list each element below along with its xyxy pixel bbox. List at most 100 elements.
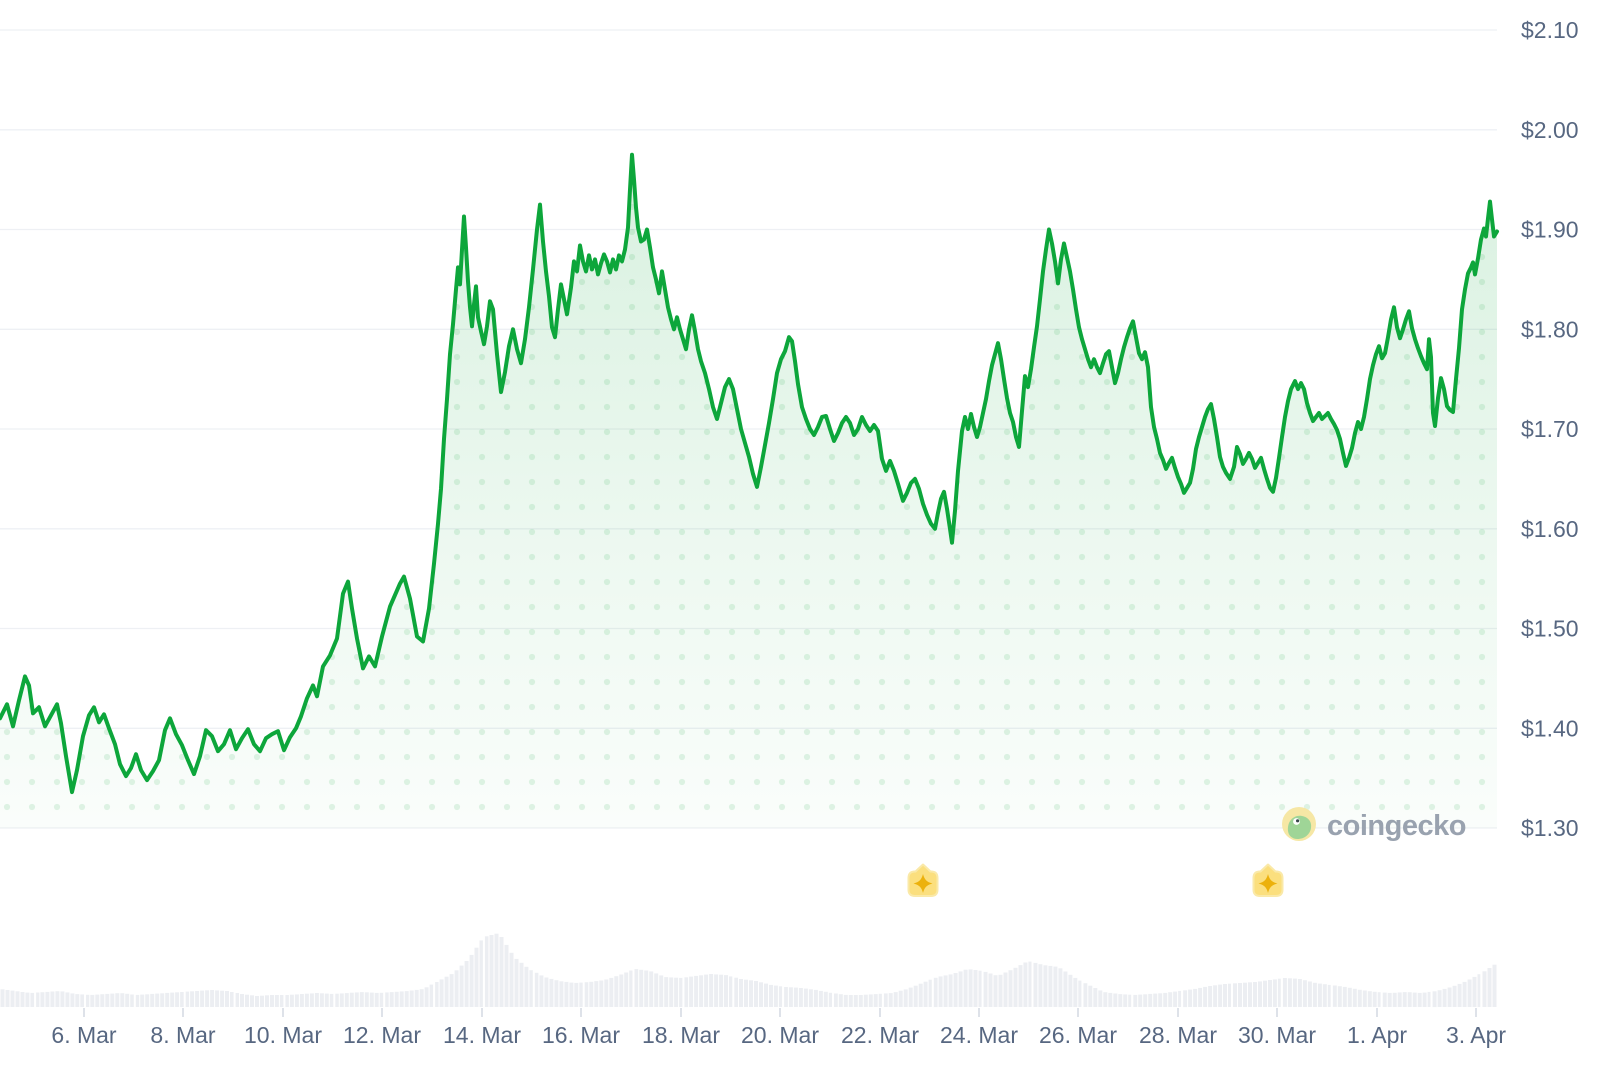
- price-line: [0, 152, 1499, 795]
- volume-bar: [1352, 988, 1357, 1007]
- volume-bar: [1178, 990, 1183, 1007]
- volume-day-separator: [333, 922, 336, 1007]
- volume-bar: [609, 977, 614, 1007]
- volume-bar: [1407, 992, 1412, 1007]
- volume-bar: [674, 977, 679, 1007]
- volume-bar: [624, 972, 629, 1007]
- volume-bar: [1457, 983, 1462, 1007]
- volume-bar: [329, 993, 334, 1007]
- volume-bar: [769, 984, 773, 1007]
- sparkle-badge-icon[interactable]: [1249, 862, 1287, 900]
- volume-bar: [1053, 966, 1058, 1007]
- volume-bar: [1148, 993, 1153, 1007]
- volume-day-separator: [84, 922, 86, 1007]
- volume-bar: [1292, 978, 1297, 1007]
- volume-bar: [260, 995, 264, 1007]
- volume-bar: [304, 993, 309, 1007]
- volume-bar: [105, 993, 110, 1007]
- volume-bar: [90, 994, 95, 1007]
- volume-bar: [1228, 983, 1232, 1007]
- volume-day-separator: [1430, 922, 1433, 1007]
- volume-bar: [1282, 978, 1287, 1007]
- volume-bar: [933, 977, 938, 1008]
- volume-day-separator: [1231, 922, 1233, 1007]
- volume-bar: [734, 977, 738, 1007]
- volume-day-separator: [133, 922, 136, 1007]
- volume-bar: [798, 988, 803, 1007]
- volume-bar: [828, 992, 833, 1007]
- volume-bar: [948, 974, 953, 1007]
- volume-bar: [30, 992, 35, 1007]
- volume-bar: [843, 994, 848, 1007]
- volume-bar: [289, 994, 294, 1007]
- volume-bar: [773, 985, 778, 1007]
- volume-bar: [694, 975, 699, 1007]
- volume-bar: [604, 979, 609, 1007]
- volume-bar: [369, 992, 374, 1007]
- volume-bar: [873, 994, 878, 1007]
- volume-day-separator: [732, 922, 735, 1007]
- volume-bar: [389, 992, 394, 1007]
- volume-bar: [95, 994, 100, 1007]
- volume-bar: [928, 979, 933, 1007]
- volume-bar: [619, 974, 624, 1007]
- volume-bar: [968, 969, 973, 1007]
- volume-bar: [1233, 983, 1237, 1007]
- volume-bar: [1307, 981, 1312, 1007]
- volume-bar: [270, 995, 274, 1007]
- chart-hover-region[interactable]: [0, 30, 1497, 828]
- volume-bar: [1322, 984, 1327, 1007]
- volume-bar: [574, 982, 579, 1007]
- volume-bar: [314, 993, 319, 1007]
- volume-bar: [943, 975, 948, 1007]
- volume-day-separator: [34, 922, 37, 1007]
- volume-bar: [1153, 993, 1158, 1007]
- volume-bar: [1088, 985, 1093, 1007]
- volume-bar: [983, 971, 988, 1007]
- volume-bar: [279, 995, 284, 1007]
- volume-bar: [319, 993, 324, 1007]
- volume-bar: [1377, 992, 1382, 1007]
- volume-bar: [1168, 992, 1173, 1007]
- sparkle-badge-icon[interactable]: [904, 862, 942, 900]
- volume-bar: [195, 991, 200, 1007]
- volume-bar: [294, 994, 299, 1007]
- y-axis-label: $1.90: [1521, 217, 1579, 243]
- volume-bar: [40, 992, 45, 1007]
- volume-bar: [1118, 994, 1123, 1007]
- volume-bar: [1103, 992, 1108, 1007]
- volume-bar: [1093, 988, 1098, 1007]
- volume-bar: [684, 977, 689, 1008]
- volume-bar: [898, 990, 903, 1007]
- x-axis-label: 22. Mar: [841, 1022, 919, 1048]
- volume-bar: [1173, 991, 1178, 1007]
- volume-bar: [324, 993, 329, 1007]
- x-axis-label: 3. Apr: [1446, 1022, 1506, 1048]
- volume-bar: [1023, 962, 1028, 1007]
- volume-bar: [474, 947, 479, 1007]
- volume-bar: [339, 993, 344, 1007]
- x-axis-label: 20. Mar: [741, 1022, 819, 1048]
- x-axis-label: 8. Mar: [150, 1022, 216, 1048]
- volume-bar: [1218, 984, 1223, 1007]
- x-axis-label: 1. Apr: [1347, 1022, 1407, 1048]
- volume-bar: [744, 979, 748, 1007]
- volume-bar: [1477, 974, 1482, 1007]
- y-axis-label: $1.60: [1521, 516, 1579, 542]
- volume-bar: [10, 990, 15, 1007]
- volume-bar: [1193, 988, 1198, 1007]
- x-axis-label: 24. Mar: [940, 1022, 1018, 1048]
- volume-bar: [549, 978, 554, 1007]
- volume-bar: [1213, 985, 1218, 1007]
- volume-bar: [1482, 971, 1487, 1007]
- volume-bar: [664, 977, 669, 1007]
- volume-bar: [514, 958, 519, 1007]
- volume-bar: [973, 970, 978, 1007]
- volume-bar: [1382, 992, 1387, 1007]
- volume-bar: [210, 990, 215, 1007]
- volume-bar: [1263, 980, 1267, 1007]
- volume-bar: [1098, 990, 1103, 1007]
- volume-bar: [978, 970, 983, 1007]
- volume-bar: [55, 991, 60, 1007]
- volume-bar: [230, 992, 234, 1007]
